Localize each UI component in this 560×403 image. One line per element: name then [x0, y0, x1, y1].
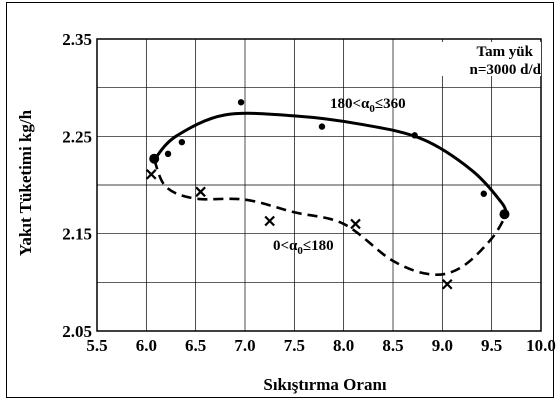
grid-lines	[97, 39, 541, 331]
data-point-dot	[164, 150, 172, 158]
data-point-cross	[350, 218, 361, 230]
tick-labels: 5.5 6.0 6.5 7.0 7.5 8.0 8.5 9.0 9.5 10.0 2.05 2.15 2…	[62, 30, 556, 355]
x-axis-label: Sıkıştırma Oranı	[263, 375, 387, 394]
x-tick-label: 10.0	[526, 336, 556, 355]
x-tick-label: 6.0	[136, 336, 157, 355]
series-label-lower: 0<α0≤180	[273, 238, 334, 257]
x-tick-label: 8.0	[333, 336, 354, 355]
data-point-cross	[441, 279, 453, 290]
x-tick-label: 8.5	[382, 336, 403, 355]
data-point-dot	[318, 123, 326, 130]
x-tick-label: 6.5	[185, 336, 206, 355]
data-markers	[145, 99, 510, 290]
data-point-dot	[149, 153, 160, 164]
data-point-dot	[178, 138, 186, 146]
series-label-upper: 180<α0≤360	[330, 96, 406, 115]
x-tick-label: 9.5	[481, 336, 502, 355]
x-tick-label: 7.0	[234, 336, 255, 355]
data-point-dot	[411, 132, 418, 139]
fit-curves	[152, 111, 508, 277]
x-tick-label: 5.5	[86, 336, 107, 355]
legend-box	[440, 42, 541, 76]
plot-area-border	[96, 38, 542, 332]
series-line-upper	[153, 111, 508, 215]
data-point-dot	[499, 209, 510, 220]
y-axis-label: Yakıt Tüketimi kg/h	[16, 109, 35, 256]
y-tick-label: 2.25	[62, 127, 92, 146]
y-tick-label: 2.35	[62, 30, 92, 49]
data-point-dot	[237, 99, 245, 106]
load-note: Tam yük	[476, 44, 533, 60]
x-tick-label: 7.5	[284, 336, 305, 355]
data-point-dot	[480, 190, 487, 197]
y-tick-label: 2.15	[62, 225, 92, 244]
speed-note: n=3000 d/d	[470, 62, 542, 78]
x-tick-label: 9.0	[432, 336, 453, 355]
y-tick-label: 2.05	[62, 322, 92, 341]
series-line-lower	[152, 159, 508, 277]
data-point-cross	[145, 169, 157, 180]
data-point-cross	[264, 215, 275, 227]
data-point-cross	[195, 186, 206, 198]
